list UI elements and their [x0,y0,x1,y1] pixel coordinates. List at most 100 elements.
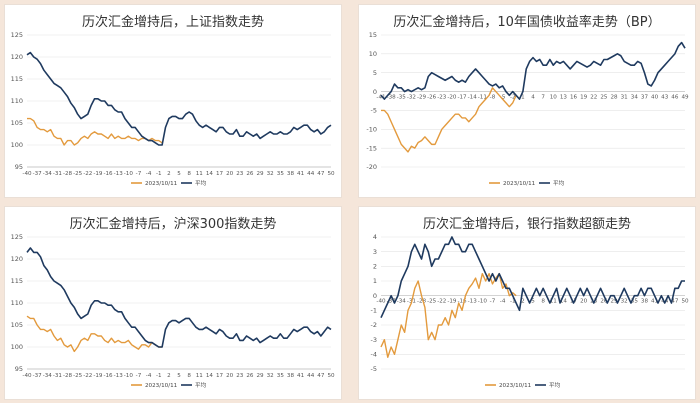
legend-label: 平均 [553,179,565,187]
x-tick-label: 14 [560,299,568,305]
x-tick-label: 38 [287,373,295,379]
x-tick-label: 29 [257,373,265,379]
chart-panel-shanghai-index: 95 100 105 110 115 120 125 -40 -37 -34 -31 -28 -25 -2… [4,4,342,198]
x-tick-label: 35 [631,299,639,305]
y-tick-label: 125 [11,31,23,39]
series-line-average [26,247,332,348]
x-tick-label: 34 [631,95,639,101]
x-tick-label: 2 [167,373,171,379]
x-tick-label: 38 [641,299,649,305]
x-tick-label: -4 [146,373,152,379]
x-tick-label: -22 [437,299,446,305]
y-tick-label: 3 [373,248,377,256]
y-tick-label: -1 [371,307,377,315]
x-tick-label: 28 [611,95,619,101]
x-tick-label: -19 [447,299,457,305]
x-tick-label: -8 [490,95,496,101]
y-tick-label: 100 [11,343,23,351]
x-tick-label: -34 [43,373,53,379]
y-tick-label: 105 [11,119,23,127]
y-tick-label: 0 [373,292,377,300]
x-tick-label: -19 [93,171,103,177]
series-line-average [380,236,685,319]
x-tick-label: -26 [427,95,437,101]
y-tick-label: 100 [11,141,23,149]
y-tick-label: 5 [373,69,377,77]
chart-panel-bank-excess: -5 -4 -3 -2 -1 0 1 2 3 4 -40 -37 -34 -31 -28 -25 -22 -19-… [358,206,696,400]
x-tick-label: 47 [671,299,679,305]
x-tick-label: 2 [521,299,525,305]
x-tick-label: -11 [478,95,488,101]
x-tick-label: 7 [541,95,545,101]
x-tick-label: -40 [22,373,32,379]
x-tick-label: 5 [177,373,181,379]
x-tick-label: 8 [541,299,545,305]
x-tick-label: 19 [580,95,588,101]
x-tick-label: -20 [447,95,457,101]
y-tick-label: 0 [373,88,377,96]
legend-label: 平均 [195,179,207,187]
x-tick-label: 2 [167,171,171,177]
x-tick-label: -38 [387,95,397,101]
x-tick-label: -25 [73,373,83,379]
series-line-current [380,272,517,358]
x-tick-label: 17 [216,171,224,177]
x-tick-label: -5 [500,95,506,101]
y-tick-label: 115 [11,277,23,285]
series-line-current [27,117,163,146]
chart-title: 历次汇金增持后，沪深300指数走势 [69,217,277,232]
x-tick-label: 41 [651,299,659,305]
x-tick-label: -4 [500,299,506,305]
y-tick-label: 120 [11,255,23,263]
x-tick-label: -7 [136,373,142,379]
x-tick-label: -2 [510,95,516,101]
x-tick-label: 31 [621,95,629,101]
x-tick-label: 11 [550,299,558,305]
y-tick-label: 2 [373,263,377,271]
x-tick-label: 17 [216,373,224,379]
x-tick-label: 20 [226,373,234,379]
x-tick-label: 5 [177,171,181,177]
x-tick-label: 4 [531,95,535,101]
y-tick-label: -5 [371,365,377,373]
x-tick-label: -13 [468,299,478,305]
x-tick-label: 32 [267,171,274,177]
x-tick-label: 14 [206,171,214,177]
x-tick-label: 50 [327,373,335,379]
x-tick-label: 44 [307,171,315,177]
x-tick-label: 26 [246,171,254,177]
y-tick-label: 110 [11,299,23,307]
x-tick-label: 29 [257,171,265,177]
x-tick-label: -17 [457,95,467,101]
x-tick-label: -7 [490,299,496,305]
x-tick-label: -28 [63,373,73,379]
x-tick-label: -29 [417,95,427,101]
x-tick-label: 50 [327,171,335,177]
y-tick-label: 15 [369,31,377,39]
legend-label: 2023/10/11 [503,181,536,187]
x-tick-label: -34 [397,299,407,305]
x-tick-label: -16 [103,171,113,177]
series-line-current [26,315,163,353]
legend-label: 2023/10/11 [145,181,178,187]
x-tick-label: 46 [671,95,679,101]
x-tick-label: 23 [236,171,244,177]
x-tick-label: -1 [156,171,162,177]
y-tick-label: -4 [371,351,377,359]
x-tick-label: 50 [681,299,689,305]
x-tick-label: -14 [468,95,478,101]
series-line-average [380,41,686,100]
x-tick-label: -28 [417,299,427,305]
y-tick-label: 95 [15,163,23,171]
x-tick-label: 43 [661,95,669,101]
x-tick-label: -37 [387,299,397,305]
x-tick-label: 40 [651,95,659,101]
x-tick-label: 13 [560,95,568,101]
legend-label: 2023/10/11 [145,383,178,389]
x-tick-label: 11 [196,373,204,379]
x-tick-label: 22 [590,95,597,101]
x-tick-label: -28 [63,171,73,177]
x-tick-label: -34 [43,171,53,177]
x-tick-label: -25 [427,299,437,305]
